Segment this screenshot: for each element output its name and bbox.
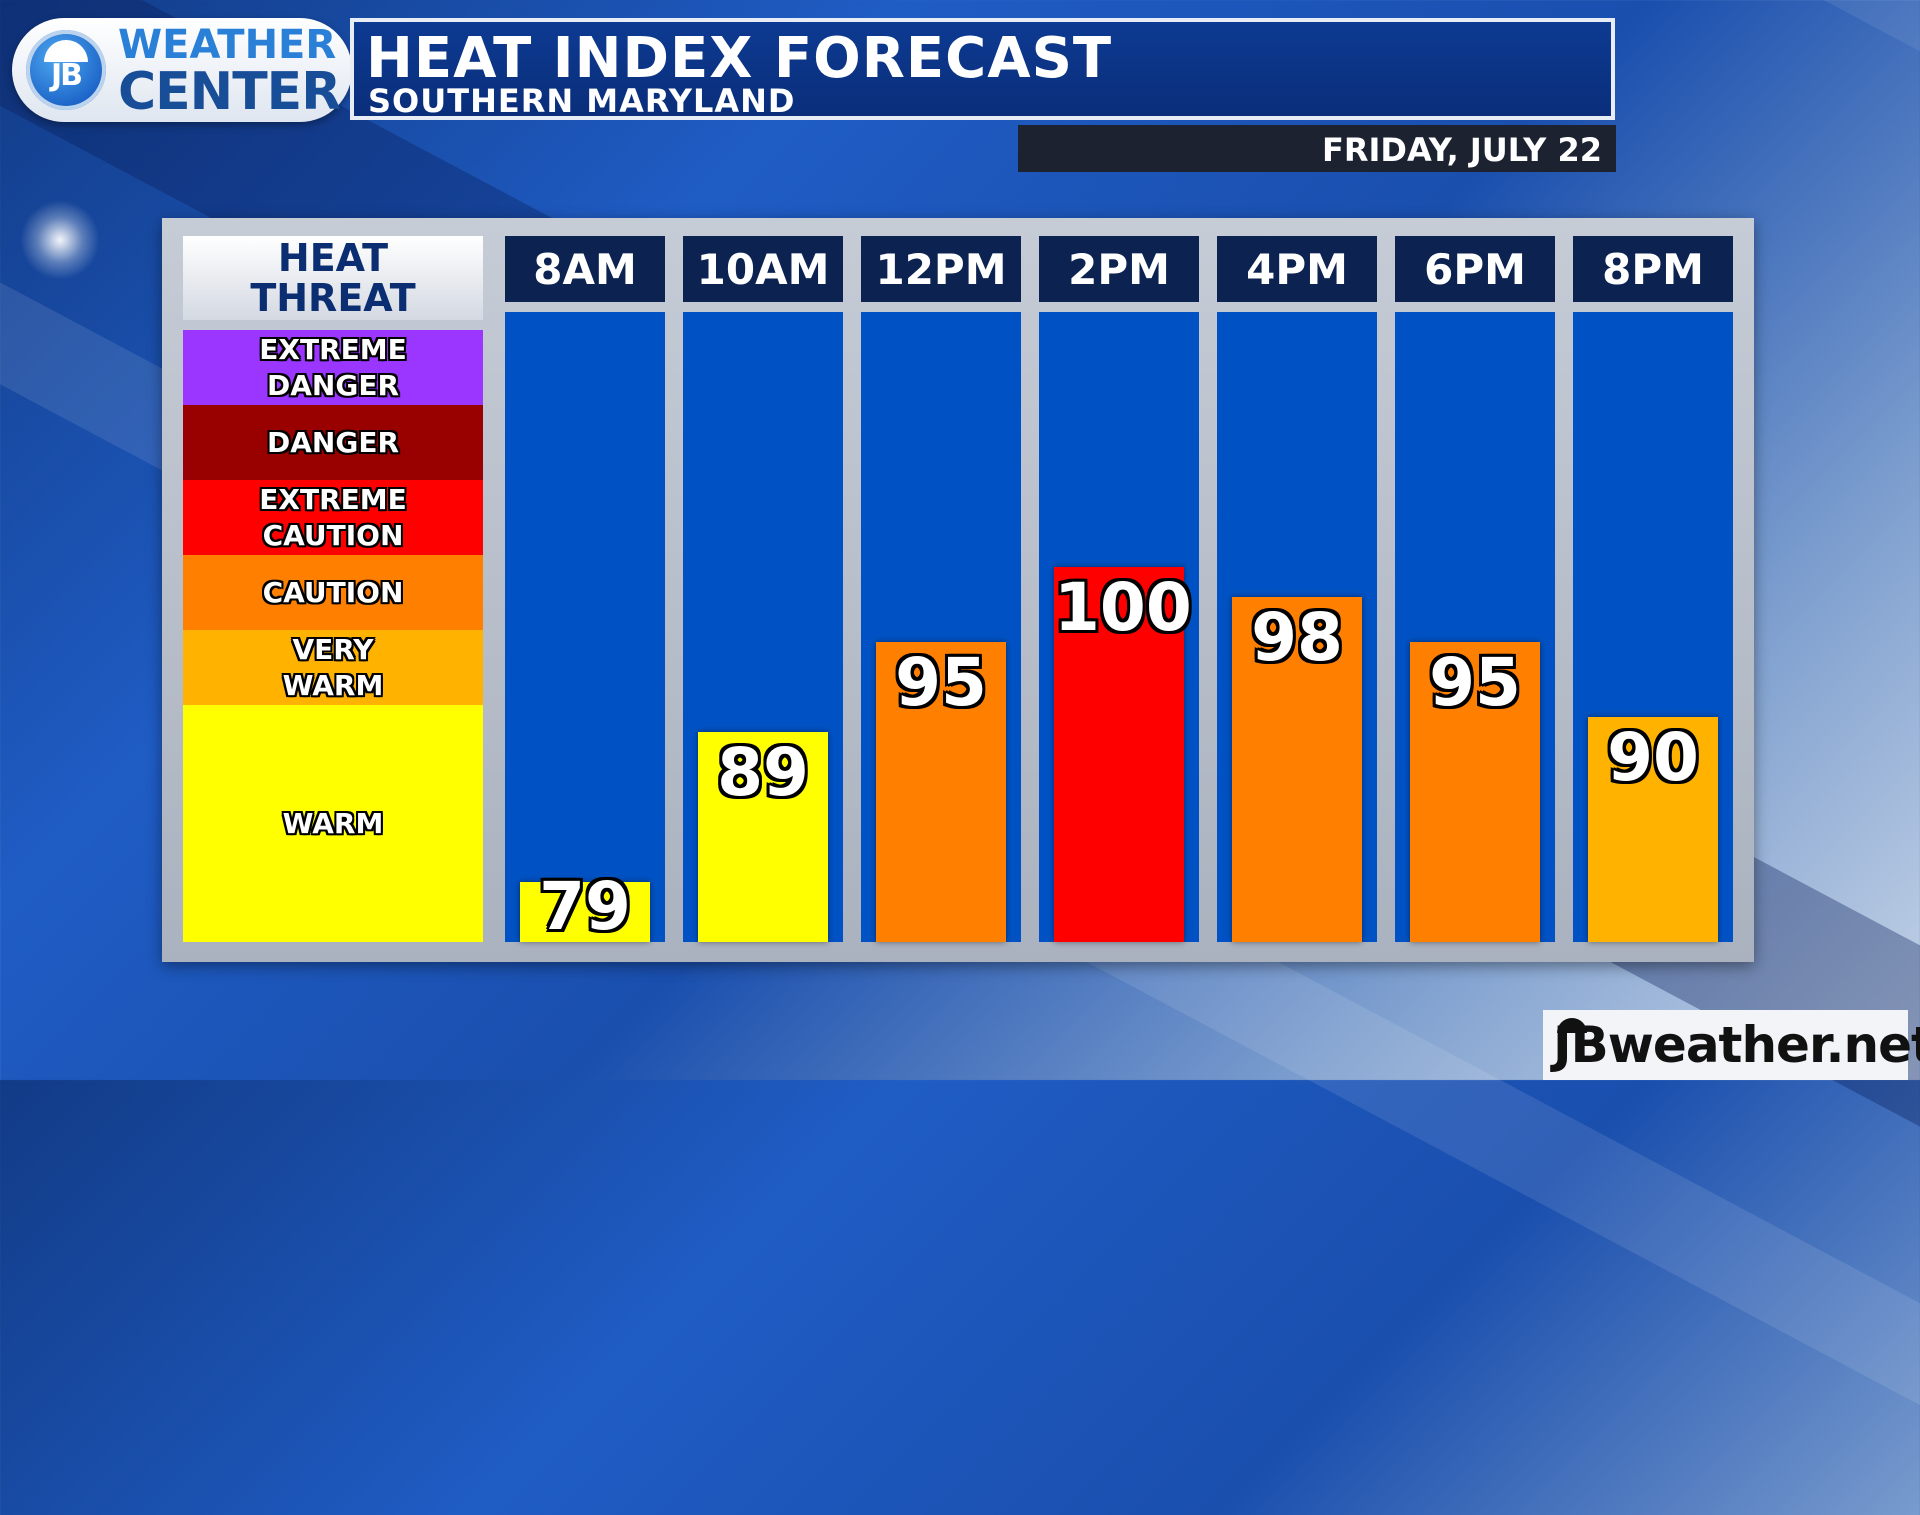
x-tick-label-text: 10AM [696, 244, 830, 294]
bar-value-label: 95 [895, 644, 987, 721]
umbrella-icon [1557, 1018, 1587, 1033]
legend-band-label: CAUTION [262, 575, 404, 609]
x-tick-label: 4PM [1217, 236, 1377, 302]
heat-index-bar: 90 [1588, 717, 1718, 942]
x-tick-label-text: 2PM [1068, 244, 1170, 294]
time-column: 10AM 89 [683, 236, 843, 942]
title-banner: HEAT INDEX FORECAST SOUTHERN MARYLAND [350, 18, 1615, 120]
bar-value-label: 89 [717, 734, 809, 811]
umbrella-icon [44, 40, 88, 62]
legend-band-label: VERY WARM [282, 632, 384, 702]
weather-center-logo: JB WEATHER CENTER [12, 18, 352, 122]
time-column: 4PM 98 [1217, 236, 1377, 942]
jb-logo-badge: JB [26, 30, 106, 110]
time-column: 6PM 95 [1395, 236, 1555, 942]
x-tick-label-text: 8AM [533, 244, 637, 294]
sun-glow-icon [20, 200, 100, 280]
legend-band-label: EXTREME CAUTION [259, 482, 407, 552]
forecast-date: FRIDAY, JULY 22 [1322, 131, 1602, 169]
x-tick-label: 12PM [861, 236, 1021, 302]
heat-index-bar: 95 [1410, 642, 1540, 942]
column-background: 95 [861, 312, 1021, 942]
column-background: 95 [1395, 312, 1555, 942]
time-column: 8AM 79 [505, 236, 665, 945]
bar-value-label: 79 [539, 868, 631, 945]
x-tick-label-text: 4PM [1246, 244, 1348, 294]
time-column: 2PM 100 [1039, 236, 1199, 942]
bar-value-label: 98 [1251, 599, 1343, 676]
x-tick-label: 10AM [683, 236, 843, 302]
x-tick-label-text: 8PM [1602, 244, 1704, 294]
date-banner: FRIDAY, JULY 22 [1018, 125, 1616, 172]
bar-value-label: 95 [1429, 644, 1521, 721]
brand-url: JBweather.net [1553, 1016, 1920, 1074]
legend-band-label: DANGER [266, 425, 399, 459]
legend-band-label: EXTREME DANGER [259, 332, 407, 402]
x-tick-label: 6PM [1395, 236, 1555, 302]
logo-weather-text: WEATHER [118, 22, 337, 68]
x-tick-label: 8PM [1573, 236, 1733, 302]
legend-band: WARM [183, 705, 483, 942]
heat-index-bar: 89 [698, 732, 828, 942]
legend-band: EXTREME CAUTION [183, 480, 483, 555]
column-background: 79 [505, 312, 665, 945]
heat-index-bar: 95 [876, 642, 1006, 942]
time-column: 12PM 95 [861, 236, 1021, 942]
logo-badge-text: JB [50, 58, 83, 93]
logo-center-text: CENTER [118, 62, 341, 122]
heat-index-bar: 79 [520, 868, 650, 945]
legend-band-label: WARM [282, 806, 384, 840]
bar-value-label: 90 [1607, 719, 1699, 796]
page-subtitle: SOUTHERN MARYLAND [368, 82, 796, 120]
x-tick-label-text: 6PM [1424, 244, 1526, 294]
x-tick-label-text: 12PM [875, 244, 1007, 294]
legend-band: CAUTION [183, 555, 483, 630]
heat-index-bar: 100 [1054, 567, 1192, 942]
heat-index-bar: 98 [1232, 597, 1362, 942]
legend-title: HEAT THREAT [183, 236, 483, 320]
legend-title-line2: THREAT [250, 276, 416, 320]
time-column: 8PM 90 [1573, 236, 1733, 942]
legend-title-line1: HEAT [277, 236, 389, 280]
column-background: 90 [1573, 312, 1733, 942]
bar-value-label: 100 [1054, 569, 1192, 646]
x-tick-label: 2PM [1039, 236, 1199, 302]
column-background: 89 [683, 312, 843, 942]
x-tick-label: 8AM [505, 236, 665, 302]
legend-band: EXTREME DANGER [183, 330, 483, 405]
legend-band: VERY WARM [183, 630, 483, 705]
column-background: 100 [1039, 312, 1199, 942]
legend-band: DANGER [183, 405, 483, 480]
column-background: 98 [1217, 312, 1377, 942]
page-title: HEAT INDEX FORECAST [366, 26, 1113, 91]
brand-footer: JBweather.net [1543, 1010, 1920, 1080]
